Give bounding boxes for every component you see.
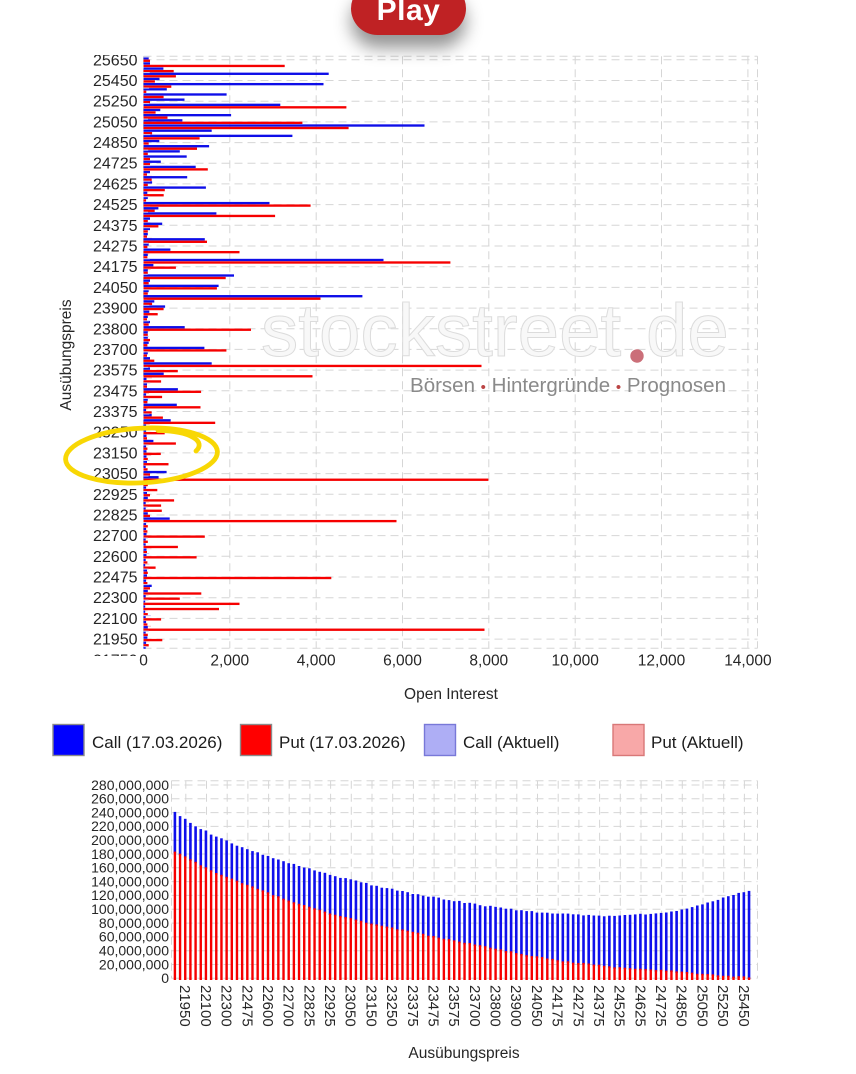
svg-text:23375: 23375 [93, 404, 138, 421]
svg-text:22825: 22825 [93, 508, 138, 525]
svg-text:25450: 25450 [735, 985, 752, 1027]
svg-text:22700: 22700 [280, 985, 297, 1027]
svg-text:25650: 25650 [93, 52, 138, 69]
svg-text:22100: 22100 [197, 985, 214, 1027]
svg-text:23250: 23250 [383, 985, 400, 1027]
svg-text:22475: 22475 [238, 985, 255, 1027]
svg-text:Open Interest: Open Interest [404, 686, 499, 703]
svg-text:stockstreet: stockstreet [261, 289, 622, 372]
svg-text:23700: 23700 [466, 985, 483, 1027]
svg-text:0: 0 [161, 970, 169, 986]
svg-text:24275: 24275 [569, 985, 586, 1027]
svg-text:23575: 23575 [445, 985, 462, 1027]
svg-text:24625: 24625 [631, 985, 648, 1027]
svg-text:10,000: 10,000 [551, 653, 599, 670]
svg-text:22300: 22300 [218, 985, 235, 1027]
svg-text:Put (Aktuell): Put (Aktuell) [651, 733, 744, 752]
svg-text:22925: 22925 [93, 487, 138, 504]
svg-text:22825: 22825 [300, 985, 317, 1027]
svg-text:22300: 22300 [93, 590, 138, 607]
svg-text:Ausübungspreis: Ausübungspreis [58, 299, 75, 410]
svg-text:24175: 24175 [549, 985, 566, 1027]
svg-text:23800: 23800 [93, 321, 138, 338]
svg-text:23150: 23150 [93, 445, 138, 462]
svg-text:14,000: 14,000 [724, 653, 772, 670]
svg-text:24375: 24375 [93, 218, 138, 235]
svg-text:40,000,000: 40,000,000 [99, 943, 169, 959]
svg-text:25050: 25050 [693, 985, 710, 1027]
svg-text:23475: 23475 [425, 985, 442, 1027]
svg-text:Put (17.03.2026): Put (17.03.2026) [279, 733, 406, 752]
svg-text:23575: 23575 [93, 363, 138, 380]
svg-text:25250: 25250 [93, 94, 138, 111]
svg-text:24625: 24625 [93, 176, 138, 193]
svg-text:24050: 24050 [528, 985, 545, 1027]
svg-text:22600: 22600 [259, 985, 276, 1027]
svg-text:23475: 23475 [93, 383, 138, 400]
svg-text:24725: 24725 [652, 985, 669, 1027]
svg-text:21750: 21750 [93, 652, 138, 669]
svg-text:21950: 21950 [93, 632, 138, 649]
svg-text:de: de [646, 289, 729, 372]
svg-text:140,000,000: 140,000,000 [91, 873, 169, 889]
svg-text:23700: 23700 [93, 342, 138, 359]
svg-text:120,000,000: 120,000,000 [91, 887, 169, 903]
svg-text:260,000,000: 260,000,000 [91, 791, 169, 807]
svg-text:2,000: 2,000 [210, 653, 249, 670]
svg-text:280,000,000: 280,000,000 [91, 777, 169, 793]
svg-text:220,000,000: 220,000,000 [91, 818, 169, 834]
svg-text:180,000,000: 180,000,000 [91, 846, 169, 862]
svg-text:23900: 23900 [507, 985, 524, 1027]
svg-text:22100: 22100 [93, 611, 138, 628]
svg-text:23150: 23150 [362, 985, 379, 1027]
svg-text:23050: 23050 [342, 985, 359, 1027]
svg-text:24375: 24375 [590, 985, 607, 1027]
svg-text:22925: 22925 [321, 985, 338, 1027]
svg-text:23800: 23800 [487, 985, 504, 1027]
svg-text:200,000,000: 200,000,000 [91, 832, 169, 848]
svg-text:Ausübungspreis: Ausübungspreis [408, 1045, 519, 1062]
svg-text:24850: 24850 [673, 985, 690, 1027]
svg-text:24275: 24275 [93, 239, 138, 256]
svg-text:100,000,000: 100,000,000 [91, 901, 169, 917]
svg-text:60,000,000: 60,000,000 [99, 929, 169, 945]
svg-text:25050: 25050 [93, 114, 138, 131]
svg-text:24725: 24725 [93, 156, 138, 173]
svg-text:0: 0 [139, 653, 148, 670]
svg-text:160,000,000: 160,000,000 [91, 860, 169, 876]
svg-text:8,000: 8,000 [469, 653, 508, 670]
svg-text:240,000,000: 240,000,000 [91, 804, 169, 820]
svg-text:24850: 24850 [93, 135, 138, 152]
svg-text:21950: 21950 [176, 985, 193, 1027]
svg-text:12,000: 12,000 [638, 653, 686, 670]
svg-text:Call (Aktuell): Call (Aktuell) [463, 733, 559, 752]
svg-text:6,000: 6,000 [383, 653, 422, 670]
svg-text:80,000,000: 80,000,000 [99, 915, 169, 931]
svg-text:22475: 22475 [93, 570, 138, 587]
svg-text:20,000,000: 20,000,000 [99, 956, 169, 972]
svg-text:22600: 22600 [93, 549, 138, 566]
svg-text:24525: 24525 [93, 197, 138, 214]
svg-text:23900: 23900 [93, 301, 138, 318]
svg-text:23375: 23375 [404, 985, 421, 1027]
svg-text:24525: 24525 [611, 985, 628, 1027]
svg-text:22700: 22700 [93, 528, 138, 545]
svg-text:Call (17.03.2026): Call (17.03.2026) [92, 733, 222, 752]
svg-text:Börsen • Hintergründe • Progno: Börsen • Hintergründe • Prognosen [410, 374, 726, 397]
svg-text:24175: 24175 [93, 259, 138, 276]
svg-text:24050: 24050 [93, 280, 138, 297]
svg-text:25450: 25450 [93, 73, 138, 90]
svg-text:25250: 25250 [714, 985, 731, 1027]
svg-text:4,000: 4,000 [297, 653, 336, 670]
